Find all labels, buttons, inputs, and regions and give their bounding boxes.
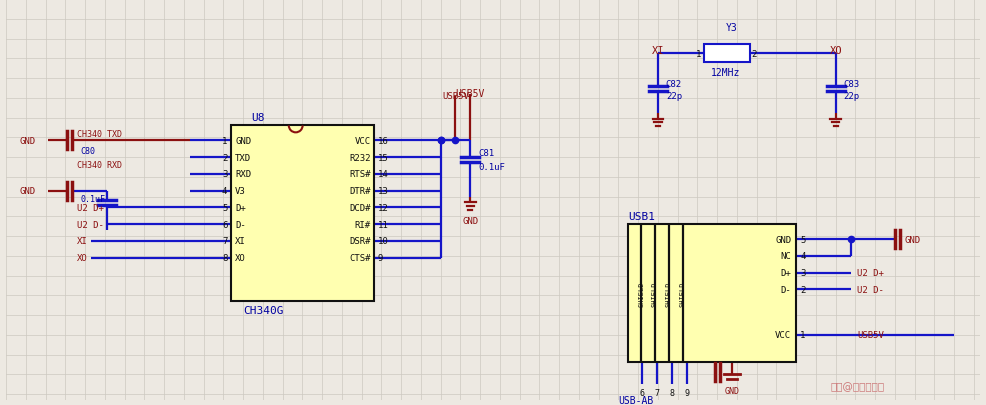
Text: C82: C82	[666, 80, 682, 89]
Text: GND: GND	[462, 216, 478, 225]
Text: RXD: RXD	[236, 170, 251, 179]
Text: U2 D+: U2 D+	[858, 269, 884, 277]
Text: 8: 8	[669, 388, 674, 396]
Text: D+: D+	[781, 269, 792, 277]
Text: U8: U8	[251, 112, 264, 122]
Text: 2: 2	[801, 285, 806, 294]
Text: C81: C81	[478, 148, 494, 157]
Text: VCC: VCC	[775, 330, 792, 339]
Text: RI#: RI#	[354, 220, 371, 229]
Text: 22p: 22p	[844, 92, 860, 101]
Text: GND: GND	[20, 136, 36, 145]
Text: 12MHz: 12MHz	[711, 68, 740, 78]
Text: 10: 10	[378, 237, 388, 246]
Text: 5: 5	[801, 235, 806, 244]
Text: 4: 4	[222, 187, 228, 196]
Text: 4: 4	[801, 252, 806, 261]
Bar	[704, 45, 749, 63]
Text: Y3: Y3	[726, 23, 738, 32]
Text: XO: XO	[829, 46, 842, 56]
Text: R232: R232	[349, 153, 371, 162]
Text: 0.1uF: 0.1uF	[80, 194, 106, 203]
Text: C83: C83	[844, 80, 860, 89]
Text: XO: XO	[77, 254, 88, 262]
Text: D+: D+	[236, 203, 246, 212]
Text: 22p: 22p	[666, 92, 682, 101]
Text: 1: 1	[696, 50, 701, 59]
Bar	[628, 225, 797, 362]
Text: 13: 13	[378, 187, 388, 196]
Text: GND: GND	[775, 235, 792, 244]
Text: 3: 3	[222, 170, 228, 179]
Bar	[232, 126, 375, 301]
Text: 0.1uF: 0.1uF	[478, 163, 505, 172]
Text: 1: 1	[801, 330, 806, 339]
Text: 8: 8	[222, 254, 228, 262]
Text: 1: 1	[222, 136, 228, 145]
Text: USB1: USB1	[628, 212, 656, 222]
Text: D-: D-	[781, 285, 792, 294]
Text: XI: XI	[236, 237, 246, 246]
Text: U2 D-: U2 D-	[77, 220, 105, 229]
Text: 6: 6	[222, 220, 228, 229]
Text: C80: C80	[80, 146, 95, 155]
Text: VCC: VCC	[354, 136, 371, 145]
Text: DCD#: DCD#	[349, 203, 371, 212]
Text: 11: 11	[378, 220, 388, 229]
Text: NC: NC	[781, 252, 792, 261]
Text: 2: 2	[222, 153, 228, 162]
Text: 15: 15	[378, 153, 388, 162]
Text: USB5V: USB5V	[456, 89, 485, 98]
Text: 3: 3	[801, 269, 806, 277]
Text: TXD: TXD	[236, 153, 251, 162]
Text: USB-AB: USB-AB	[618, 395, 654, 405]
Text: 7: 7	[222, 237, 228, 246]
Text: 14: 14	[378, 170, 388, 179]
Text: RTS#: RTS#	[349, 170, 371, 179]
Text: CH340 RXD: CH340 RXD	[77, 161, 122, 170]
Text: 7: 7	[655, 388, 660, 396]
Text: USB5V: USB5V	[858, 330, 884, 339]
Text: SHIELD: SHIELD	[652, 281, 658, 306]
Text: 5: 5	[222, 203, 228, 212]
Text: DTR#: DTR#	[349, 187, 371, 196]
Text: 知乎@程序员小哈: 知乎@程序员小哈	[831, 381, 884, 391]
Text: 9: 9	[378, 254, 383, 262]
Text: U2 D-: U2 D-	[858, 285, 884, 294]
Text: U2 D+: U2 D+	[77, 203, 105, 212]
Text: GND: GND	[20, 187, 36, 196]
Text: 2: 2	[751, 50, 757, 59]
Text: XI: XI	[652, 46, 665, 56]
Text: CH340G: CH340G	[244, 305, 284, 315]
Text: SHIELD: SHIELD	[666, 281, 671, 306]
Text: V3: V3	[236, 187, 246, 196]
Text: D-: D-	[236, 220, 246, 229]
Text: USB5V: USB5V	[442, 92, 469, 101]
Text: XI: XI	[77, 237, 88, 246]
Text: 16: 16	[378, 136, 388, 145]
Text: CH340 TXD: CH340 TXD	[77, 130, 122, 139]
Text: 9: 9	[684, 388, 689, 396]
Text: GND: GND	[725, 386, 740, 394]
Text: SHIELD: SHIELD	[638, 281, 644, 306]
Text: CTS#: CTS#	[349, 254, 371, 262]
Text: DSR#: DSR#	[349, 237, 371, 246]
Text: 6: 6	[640, 388, 645, 396]
Text: GND: GND	[905, 235, 921, 244]
Text: SHIELD: SHIELD	[679, 281, 685, 306]
Text: XO: XO	[236, 254, 246, 262]
Text: 12: 12	[378, 203, 388, 212]
Text: GND: GND	[236, 136, 251, 145]
